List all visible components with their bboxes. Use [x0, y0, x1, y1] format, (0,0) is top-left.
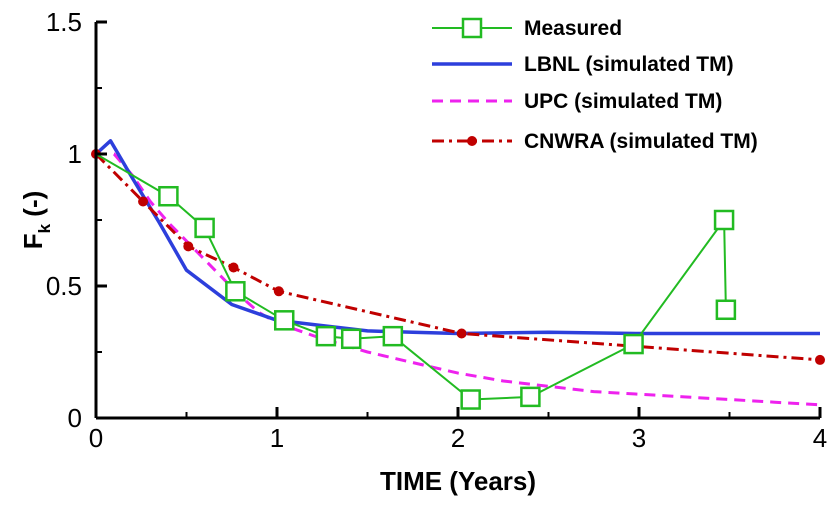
data-point-marker — [228, 262, 239, 273]
series-layer — [91, 139, 825, 410]
series-line — [94, 139, 820, 336]
legend-swatch-marker — [467, 136, 477, 146]
y-tick-label: 1 — [68, 139, 82, 169]
data-point-marker — [273, 310, 295, 331]
legend-label: CNWRA (simulated TM) — [524, 130, 758, 153]
data-point-marker — [713, 209, 735, 231]
data-point-marker — [520, 386, 541, 408]
data-point-marker — [183, 241, 194, 252]
legend-label: LBNL (simulated TM) — [524, 53, 734, 76]
x-tick-label: 1 — [270, 423, 284, 453]
series-3 — [91, 149, 825, 365]
y-axis-title-suffix: (-) — [18, 191, 48, 224]
data-point-marker — [138, 196, 149, 207]
x-tick-label: 3 — [632, 423, 646, 453]
data-point-marker — [456, 328, 467, 339]
data-point-marker — [158, 185, 179, 207]
x-axis-title: TIME (Years) — [380, 466, 536, 496]
series-0 — [95, 153, 737, 410]
legend-item: UPC (simulated TM) — [432, 90, 722, 113]
x-tick-label: 4 — [813, 423, 827, 453]
series-line — [94, 152, 821, 362]
data-point-marker — [382, 325, 404, 347]
series-2 — [96, 152, 821, 407]
x-ticks: 0 1 2 3 4 — [89, 407, 827, 453]
legend-label: UPC (simulated TM) — [524, 90, 722, 113]
y-axis-title-subscript: k — [35, 223, 54, 233]
legend-swatch-marker — [461, 17, 483, 39]
data-point-marker — [340, 328, 362, 350]
data-point-marker — [460, 389, 481, 410]
legend-item: LBNL (simulated TM) — [432, 53, 734, 76]
data-point-marker — [273, 286, 284, 297]
y-axis-title: Fk (-) — [18, 191, 54, 250]
series-1 — [94, 139, 820, 336]
x-tick-label: 0 — [89, 423, 103, 453]
series-line — [96, 152, 821, 407]
y-tick-label: 0 — [68, 403, 82, 433]
data-point-marker — [194, 217, 215, 239]
data-point-marker — [225, 281, 246, 302]
x-tick-label: 2 — [451, 423, 465, 453]
series-line — [95, 153, 727, 401]
data-point-marker — [623, 333, 644, 355]
legend: Measured LBNL (simulated TM) UPC (simulate… — [432, 17, 758, 153]
legend-item: CNWRA (simulated TM) — [432, 130, 758, 153]
legend-label: Measured — [524, 17, 622, 40]
plot-area: 0 1 2 3 4 0 0.5 1 1.5 — [46, 7, 827, 453]
y-axis-title-main: F — [18, 233, 48, 249]
data-point-marker — [315, 325, 337, 347]
y-ticks: 0 0.5 1 1.5 — [46, 7, 107, 433]
y-tick-label: 1.5 — [46, 7, 82, 37]
y-tick-label: 0.5 — [46, 271, 82, 301]
data-point-marker — [715, 299, 737, 321]
legend-item: Measured — [432, 17, 622, 40]
data-point-marker — [815, 354, 825, 365]
